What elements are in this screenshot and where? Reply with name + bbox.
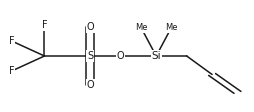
Text: S: S	[87, 51, 93, 61]
Text: F: F	[42, 20, 47, 30]
Text: F: F	[9, 66, 14, 76]
Text: Me: Me	[165, 23, 178, 32]
Text: F: F	[9, 36, 14, 46]
Text: O: O	[86, 22, 94, 32]
Text: O: O	[86, 80, 94, 90]
Text: Me: Me	[135, 23, 147, 32]
Text: O: O	[117, 51, 124, 61]
Text: Si: Si	[151, 51, 161, 61]
